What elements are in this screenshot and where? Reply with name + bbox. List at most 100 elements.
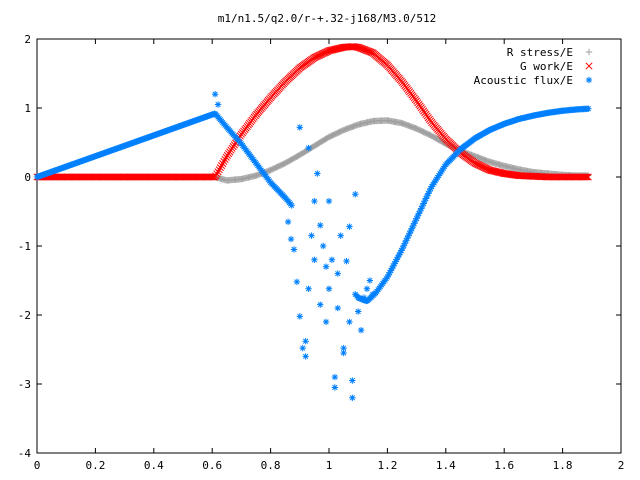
legend-label: R stress/E bbox=[507, 46, 573, 59]
data-point bbox=[418, 205, 425, 212]
data-point bbox=[394, 253, 402, 261]
data-point bbox=[369, 291, 376, 298]
data-point bbox=[398, 247, 405, 254]
data-point bbox=[325, 197, 333, 205]
x-tick-label: 1.6 bbox=[494, 459, 514, 472]
legend-marker bbox=[585, 62, 593, 70]
x-tick-label: 0.8 bbox=[261, 459, 281, 472]
x-tick-label: 0.4 bbox=[144, 459, 164, 472]
data-point bbox=[413, 215, 420, 222]
data-point bbox=[421, 197, 428, 205]
y-tick-label: -3 bbox=[18, 378, 31, 391]
legend-marker bbox=[585, 48, 593, 56]
data-point bbox=[583, 173, 591, 181]
data-point bbox=[322, 263, 330, 270]
data-point bbox=[314, 170, 321, 177]
x-tick-label: 0.6 bbox=[202, 459, 222, 472]
data-point bbox=[214, 168, 222, 176]
data-point bbox=[213, 170, 221, 178]
data-point bbox=[340, 349, 347, 357]
y-tick-label: -4 bbox=[18, 447, 32, 460]
data-point bbox=[386, 269, 393, 276]
x-tick-label: 1.2 bbox=[377, 459, 397, 472]
data-point bbox=[331, 384, 339, 391]
data-point bbox=[395, 251, 403, 259]
data-point bbox=[404, 235, 411, 242]
data-point bbox=[308, 232, 315, 239]
data-point bbox=[385, 271, 392, 279]
data-point bbox=[325, 285, 333, 292]
y-tick-label: -1 bbox=[18, 240, 31, 253]
data-point bbox=[302, 353, 309, 360]
data-point bbox=[317, 222, 324, 229]
data-point bbox=[293, 278, 301, 286]
data-marks bbox=[33, 43, 592, 401]
data-point bbox=[412, 217, 419, 225]
data-point bbox=[581, 173, 589, 181]
data-point bbox=[305, 285, 312, 292]
data-point bbox=[402, 237, 410, 244]
data-point bbox=[584, 173, 592, 181]
data-point bbox=[405, 232, 412, 239]
data-point bbox=[425, 190, 432, 197]
data-point bbox=[296, 124, 303, 131]
data-point bbox=[317, 301, 324, 308]
data-point bbox=[349, 394, 356, 401]
data-point bbox=[219, 159, 227, 168]
data-point bbox=[422, 195, 430, 202]
data-point bbox=[349, 377, 356, 384]
data-point bbox=[390, 262, 397, 270]
data-point bbox=[340, 344, 347, 352]
data-point bbox=[343, 257, 350, 265]
data-point bbox=[401, 240, 409, 247]
data-point bbox=[222, 153, 230, 161]
data-point bbox=[290, 246, 298, 253]
data-point bbox=[322, 318, 330, 326]
data-point bbox=[582, 173, 590, 181]
data-point bbox=[287, 235, 295, 243]
data-point bbox=[212, 172, 220, 180]
data-point bbox=[585, 105, 592, 112]
data-point bbox=[411, 220, 418, 227]
legend-label: Acoustic flux/E bbox=[474, 74, 573, 87]
data-point bbox=[311, 256, 318, 263]
data-point bbox=[399, 245, 406, 252]
data-point bbox=[331, 373, 339, 381]
data-point bbox=[352, 191, 359, 198]
data-point bbox=[211, 91, 219, 98]
data-point bbox=[407, 227, 414, 235]
data-point bbox=[397, 249, 404, 256]
data-point bbox=[352, 291, 359, 298]
x-tick-label: 1 bbox=[326, 459, 333, 472]
data-point bbox=[387, 267, 395, 274]
data-point bbox=[419, 202, 426, 210]
data-point bbox=[305, 144, 312, 152]
data-point bbox=[346, 223, 353, 230]
data-point bbox=[299, 344, 306, 352]
data-point bbox=[288, 202, 295, 209]
data-point bbox=[360, 294, 368, 301]
chart-title: m1/n1.5/q2.0/r-+.32-j168/M3.0/512 bbox=[218, 12, 437, 25]
y-tick-label: 1 bbox=[24, 102, 31, 115]
data-point bbox=[416, 207, 424, 215]
legend-label: G work/E bbox=[520, 60, 573, 73]
series-2 bbox=[33, 91, 592, 401]
data-point bbox=[346, 318, 353, 326]
data-point bbox=[311, 197, 318, 205]
data-point bbox=[391, 260, 398, 268]
data-point bbox=[415, 210, 423, 217]
data-point bbox=[408, 225, 416, 232]
data-point bbox=[357, 326, 365, 334]
data-point bbox=[302, 338, 309, 345]
data-point bbox=[414, 212, 421, 220]
data-point bbox=[392, 258, 399, 265]
data-point bbox=[366, 277, 374, 284]
x-tick-label: 0.2 bbox=[85, 459, 105, 472]
data-point bbox=[393, 256, 400, 263]
data-point bbox=[214, 101, 222, 108]
y-tick-label: -2 bbox=[18, 309, 31, 322]
data-point bbox=[384, 273, 391, 281]
data-point bbox=[220, 157, 228, 166]
